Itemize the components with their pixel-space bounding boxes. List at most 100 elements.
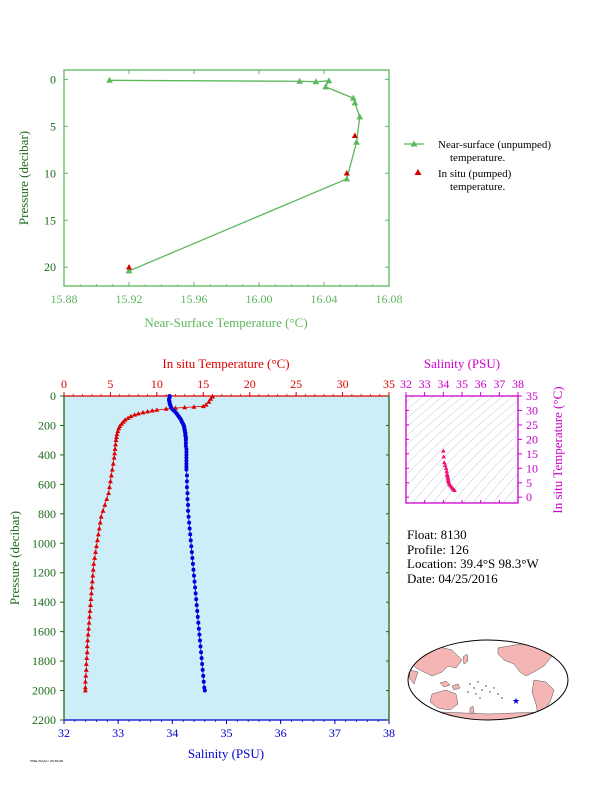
temperature-profile-point (140, 409, 146, 415)
legend-marker-near-surface (410, 140, 418, 147)
ts-y-tick-label: 35 (526, 389, 538, 403)
temperature-tick-label: 5 (107, 377, 113, 391)
temperature-profile-point (200, 403, 206, 409)
profile-plot-background (64, 396, 389, 720)
salinity-profile-point (186, 514, 191, 519)
temperature-profile-point (86, 620, 92, 625)
temperature-profile-point (89, 578, 95, 584)
density-contour (482, 462, 518, 503)
temperature-profile-point (125, 415, 131, 420)
map-land-new-guinea (451, 683, 461, 691)
near-surface-temperature-point (353, 138, 360, 145)
footer-credit: PMEL/NOAA / 20160426 (30, 759, 64, 763)
pressure-tick-label: 600 (38, 477, 56, 491)
map-island-dot (497, 693, 499, 695)
ts-x-tick-label: 34 (437, 377, 449, 391)
ts-x-axis-label: Salinity (PSU) (424, 356, 500, 371)
salinity-profile-point (193, 591, 198, 596)
map-land-india (408, 669, 419, 685)
ts-x-tick-label: 36 (475, 377, 487, 391)
float-location-marker: ★ (512, 697, 520, 707)
temperature-tick-label: 10 (151, 377, 163, 391)
in-situ-temperature-point (125, 264, 133, 270)
salinity-tick-label: 34 (166, 726, 178, 740)
top-x-tick-label: 16.04 (311, 292, 338, 306)
top-y-tick-label: 10 (44, 166, 56, 180)
temperature-profile-point (108, 472, 114, 478)
temperature-profile-point (182, 404, 188, 410)
temperature-profile-point (90, 573, 96, 578)
map-land-japan (462, 653, 469, 665)
temperature-profile-point (98, 514, 104, 519)
temperature-profile-point (109, 467, 115, 472)
float-location: Location: 39.4°S 98.3°W (407, 556, 539, 571)
pressure-tick-label: 1000 (32, 536, 56, 550)
temperature-profile-point (111, 455, 117, 460)
map-island-dot (489, 691, 491, 693)
near-surface-temperature-point (106, 76, 113, 83)
temperature-profile-point (203, 402, 209, 407)
ts-point (441, 460, 447, 465)
salinity-profile-point (184, 473, 189, 478)
pressure-tick-label: 1800 (32, 654, 56, 668)
map-island-dot (477, 681, 479, 683)
salinity-profile-point (190, 561, 195, 566)
in-situ-temperature-point (351, 132, 358, 138)
salinity-profile-point (184, 455, 189, 460)
temperature-profile-point (84, 649, 90, 655)
float-id: Float: 8130 (407, 527, 467, 542)
profile-chart: 0 5 10 15 20 25 30 35 32 33 34 35 36 37 38 0 200 400 600 80… (7, 356, 395, 761)
ts-point (444, 468, 449, 473)
salinity-profile-point (188, 532, 193, 537)
map-land-australia (429, 689, 459, 711)
profile-date: Date: 04/25/2016 (407, 570, 498, 586)
top-x-tick-label: 16.08 (376, 292, 403, 306)
temperature-profile-point (89, 584, 95, 590)
salinity-profile-point (196, 626, 201, 631)
temperature-profile-point (82, 685, 88, 690)
ts-x-tick-label: 38 (512, 377, 524, 391)
density-contour (442, 425, 518, 503)
ts-y-tick-label: 10 (526, 461, 538, 475)
map-island-dot (475, 693, 477, 695)
temperature-profile-point (113, 442, 119, 447)
near-surface-temperature-point (349, 94, 357, 101)
salinity-profile-point (187, 520, 192, 525)
top-x-axis-label: Near-Surface Temperature (°C) (144, 315, 307, 330)
temperature-profile-point (96, 525, 102, 531)
top-y-axis-label: Pressure (decibar) (16, 131, 31, 225)
pressure-tick-label: 1400 (32, 595, 56, 609)
float-info: Float: 8130 Profile: 126 Location: 39.4°… (407, 527, 539, 586)
salinity-tick-label: 32 (58, 726, 70, 740)
top-y-tick-label: 15 (44, 213, 56, 227)
salinity-profile-point (184, 447, 189, 452)
map-border (407, 639, 569, 721)
salinity-profile-point (197, 638, 202, 643)
ts-point (441, 454, 446, 459)
temperature-tick-label: 25 (290, 377, 302, 391)
ts-x-tick-label: 35 (456, 377, 468, 391)
temperature-profile-point (128, 413, 134, 419)
ts-y-tick-label: 15 (526, 447, 538, 461)
temperature-profile-point (85, 637, 91, 643)
temperature-profile-point (112, 450, 118, 456)
salinity-profile-point (195, 609, 200, 614)
ts-y-tick-label: 5 (526, 476, 532, 490)
pressure-tick-label: 800 (38, 507, 56, 521)
salinity-tick-label: 35 (221, 726, 233, 740)
temperature-profile-point (95, 531, 101, 537)
salinity-profile-point (184, 458, 189, 463)
density-contour (492, 473, 518, 503)
salinity-profile-point (189, 550, 194, 555)
salinity-profile-point (186, 508, 191, 513)
in-situ-temperature-point (343, 170, 350, 176)
density-contour (406, 396, 494, 476)
top-y-tick-label: 5 (50, 119, 56, 133)
temperature-profile-point (85, 631, 91, 637)
temperature-profile-point (84, 655, 90, 660)
map-island-dot (469, 683, 471, 685)
salinity-profile-point (184, 485, 189, 490)
map-island-dot (473, 687, 475, 689)
near-surface-temperature-point (351, 99, 359, 106)
